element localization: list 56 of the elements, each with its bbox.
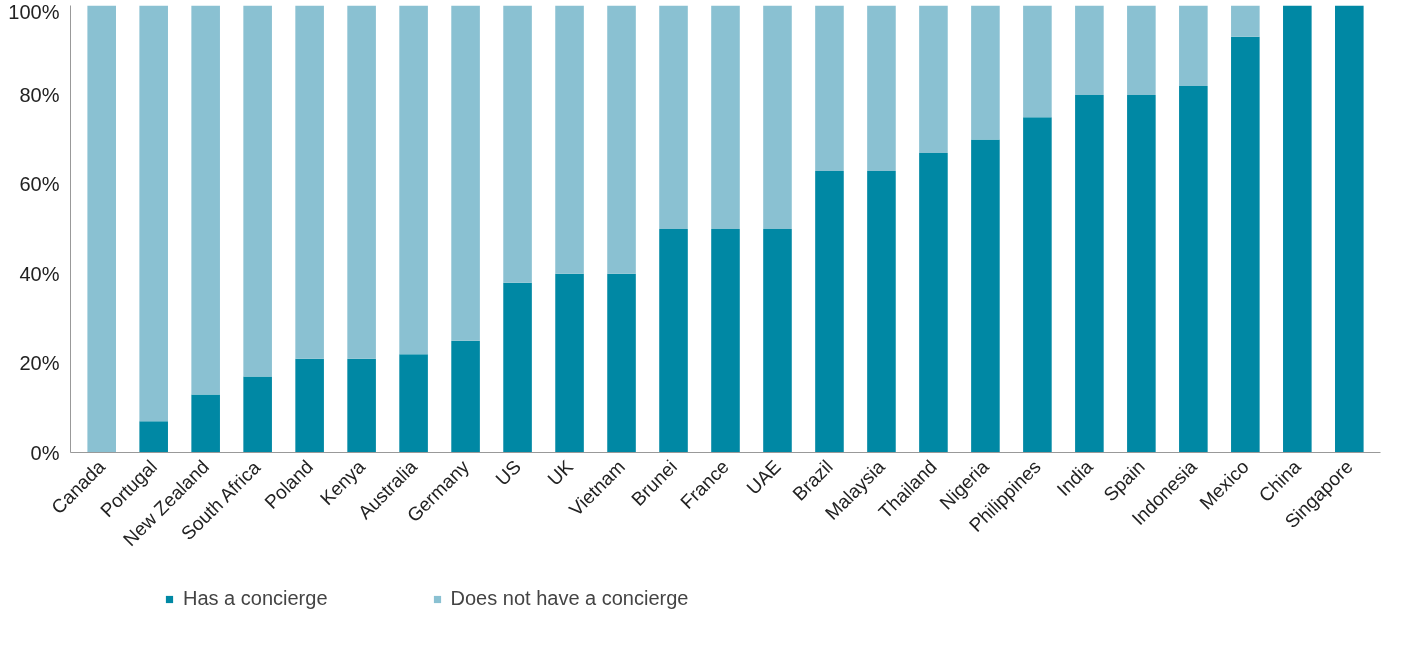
bar bbox=[763, 229, 792, 453]
bar bbox=[971, 139, 1000, 453]
bar bbox=[451, 340, 480, 453]
bar bbox=[347, 5, 376, 359]
bar bbox=[191, 5, 220, 395]
legend-label: Does not have a concierge bbox=[450, 587, 689, 610]
bar bbox=[867, 170, 896, 453]
bar bbox=[1023, 5, 1052, 118]
bar bbox=[1179, 85, 1208, 453]
bar bbox=[555, 5, 584, 274]
bar bbox=[139, 421, 168, 453]
bar bbox=[1283, 5, 1312, 453]
bar bbox=[1335, 5, 1364, 453]
y-tick-label: 20% bbox=[19, 352, 60, 375]
bar bbox=[295, 358, 324, 453]
bar bbox=[607, 5, 636, 274]
bar bbox=[243, 376, 272, 453]
bar bbox=[919, 153, 948, 453]
bar bbox=[1127, 94, 1156, 453]
bar bbox=[1179, 5, 1208, 86]
bar bbox=[555, 273, 584, 453]
bar bbox=[503, 5, 532, 283]
bar bbox=[1231, 5, 1260, 37]
y-tick-label: 100% bbox=[8, 0, 60, 23]
bar bbox=[971, 5, 1000, 140]
x-tick-label: US bbox=[491, 456, 525, 490]
bar bbox=[867, 5, 896, 171]
bar bbox=[503, 282, 532, 453]
legend-label: Has a concierge bbox=[183, 587, 328, 610]
bar bbox=[191, 394, 220, 453]
bar bbox=[815, 5, 844, 171]
bar bbox=[815, 170, 844, 453]
bar bbox=[139, 5, 168, 422]
bar bbox=[607, 273, 636, 453]
bar bbox=[763, 5, 792, 229]
bar bbox=[399, 5, 428, 355]
bar bbox=[711, 229, 740, 453]
bar bbox=[87, 5, 116, 453]
bar bbox=[1075, 94, 1104, 453]
y-tick-label: 40% bbox=[19, 262, 60, 285]
bar bbox=[399, 354, 428, 453]
bar bbox=[1023, 117, 1052, 453]
bar bbox=[659, 5, 688, 229]
y-tick-label: 60% bbox=[19, 173, 60, 196]
bar bbox=[1075, 5, 1104, 95]
bar bbox=[711, 5, 740, 229]
bar bbox=[451, 5, 480, 341]
y-tick-label: 80% bbox=[19, 83, 60, 106]
y-tick-label: 0% bbox=[30, 441, 60, 464]
bar bbox=[347, 358, 376, 453]
bar bbox=[295, 5, 324, 359]
bar bbox=[1127, 5, 1156, 95]
bar bbox=[243, 5, 272, 377]
bar bbox=[1231, 36, 1260, 453]
bar bbox=[659, 229, 688, 453]
bar bbox=[919, 5, 948, 154]
